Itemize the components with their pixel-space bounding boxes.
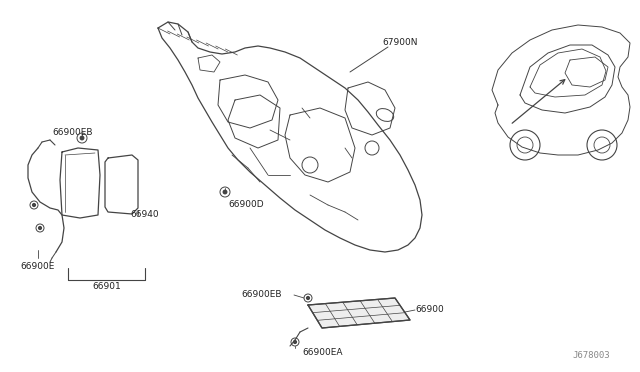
Text: 67900N: 67900N xyxy=(382,38,417,47)
Circle shape xyxy=(80,136,84,140)
Polygon shape xyxy=(308,298,410,328)
Text: 66901: 66901 xyxy=(92,282,121,291)
Circle shape xyxy=(307,296,309,299)
Circle shape xyxy=(33,203,35,206)
Text: 66900EA: 66900EA xyxy=(302,348,342,357)
Text: 66900D: 66900D xyxy=(228,200,264,209)
Text: 66900EB: 66900EB xyxy=(52,128,93,137)
Text: 66900E: 66900E xyxy=(20,262,54,271)
Circle shape xyxy=(294,341,296,343)
Text: 66900EB: 66900EB xyxy=(241,290,282,299)
Text: 66940: 66940 xyxy=(130,210,159,219)
Text: J678003: J678003 xyxy=(572,351,610,360)
Circle shape xyxy=(38,227,42,230)
Text: 66900: 66900 xyxy=(415,305,444,314)
Circle shape xyxy=(223,190,227,194)
